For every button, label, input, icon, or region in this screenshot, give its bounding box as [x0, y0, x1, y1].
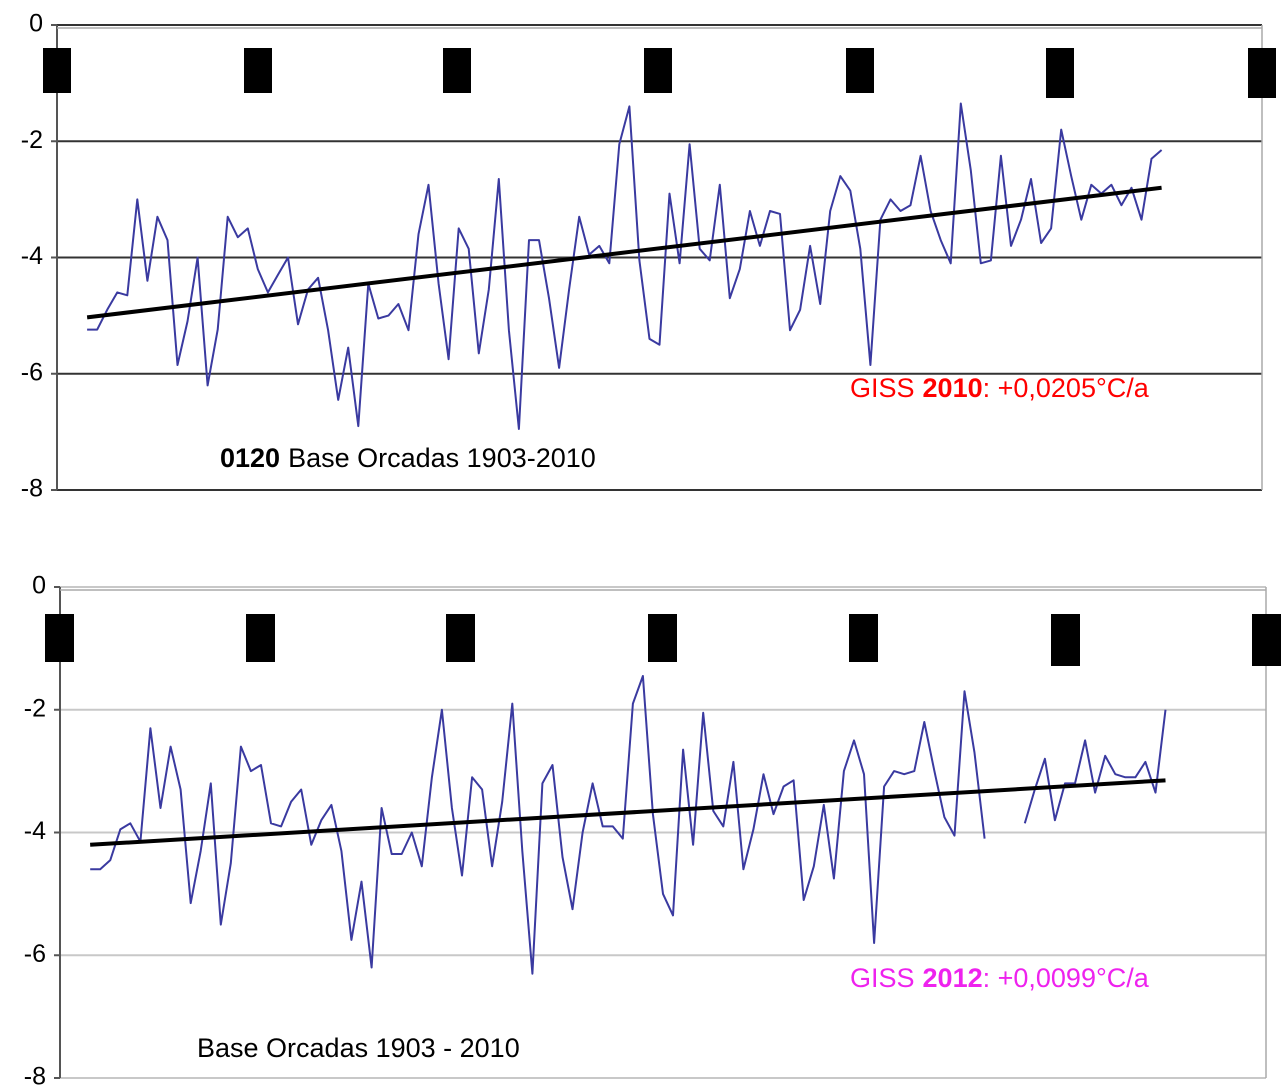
- station-label: 0120 Base Orcadas 1903-2010: [220, 443, 596, 473]
- redacted-x-label: [244, 48, 272, 93]
- redacted-x-label: [648, 614, 677, 662]
- redacted-x-label: [246, 614, 275, 662]
- station-name: Base Orcadas 1903 - 2010: [197, 1033, 520, 1063]
- giss-label: GISS 2010: +0,0205°C/a: [850, 373, 1150, 403]
- redacted-x-label: [1252, 614, 1281, 666]
- trend-line: [86, 185, 1162, 320]
- y-tick-label: 0: [32, 572, 46, 600]
- redacted-x-label: [849, 614, 878, 662]
- redacted-x-label: [1248, 48, 1276, 98]
- redacted-x-label: [644, 48, 672, 93]
- y-tick-label: -6: [24, 940, 46, 968]
- y-tick-label: -4: [21, 242, 43, 270]
- x-tick-blocks-bottom: [45, 614, 1281, 666]
- y-tick-label: -4: [24, 817, 46, 845]
- giss-year: 2012: [923, 963, 983, 993]
- station-name: Base Orcadas 1903-2010: [288, 443, 596, 473]
- data-line: [90, 675, 986, 975]
- chart: 0 -2 -4 -6 -8 0120 Base Orcadas 1903-2010 GISS 2…: [21, 10, 1263, 503]
- giss-label: GISS 2012: +0,0099°C/a: [850, 963, 1150, 993]
- y-tick-label: -2: [24, 694, 46, 722]
- data-line: [87, 102, 1163, 430]
- y-tick-label: -2: [21, 126, 43, 154]
- x-tick-blocks-top: [43, 48, 1276, 98]
- trend-line: [90, 778, 1166, 847]
- redacted-x-label: [1046, 48, 1074, 98]
- data-line: [1023, 709, 1167, 824]
- redacted-x-label: [43, 48, 71, 93]
- giss-year: 2010: [923, 373, 983, 403]
- redacted-x-label: [45, 614, 74, 662]
- y-tick-label: -8: [21, 475, 43, 503]
- giss-prefix: GISS: [850, 963, 915, 993]
- y-tick-label: -6: [21, 358, 43, 386]
- redacted-x-label: [443, 48, 471, 93]
- y-tick-label: 0: [29, 10, 43, 38]
- giss-rate: : +0,0099°C/a: [983, 963, 1150, 993]
- redacted-x-label: [1051, 614, 1080, 666]
- station-code: 0120: [220, 443, 280, 473]
- chart: 0 -2 -4 -6 -8 Base Orcadas 1903 - 2010 GISS 201…: [24, 572, 1267, 1089]
- giss-rate: : +0,0205°C/a: [983, 373, 1150, 403]
- station-label: Base Orcadas 1903 - 2010: [197, 1033, 520, 1063]
- y-tick-label: -8: [24, 1063, 46, 1089]
- redacted-x-label: [446, 614, 475, 662]
- redacted-x-label: [846, 48, 874, 93]
- giss-prefix: GISS: [850, 373, 915, 403]
